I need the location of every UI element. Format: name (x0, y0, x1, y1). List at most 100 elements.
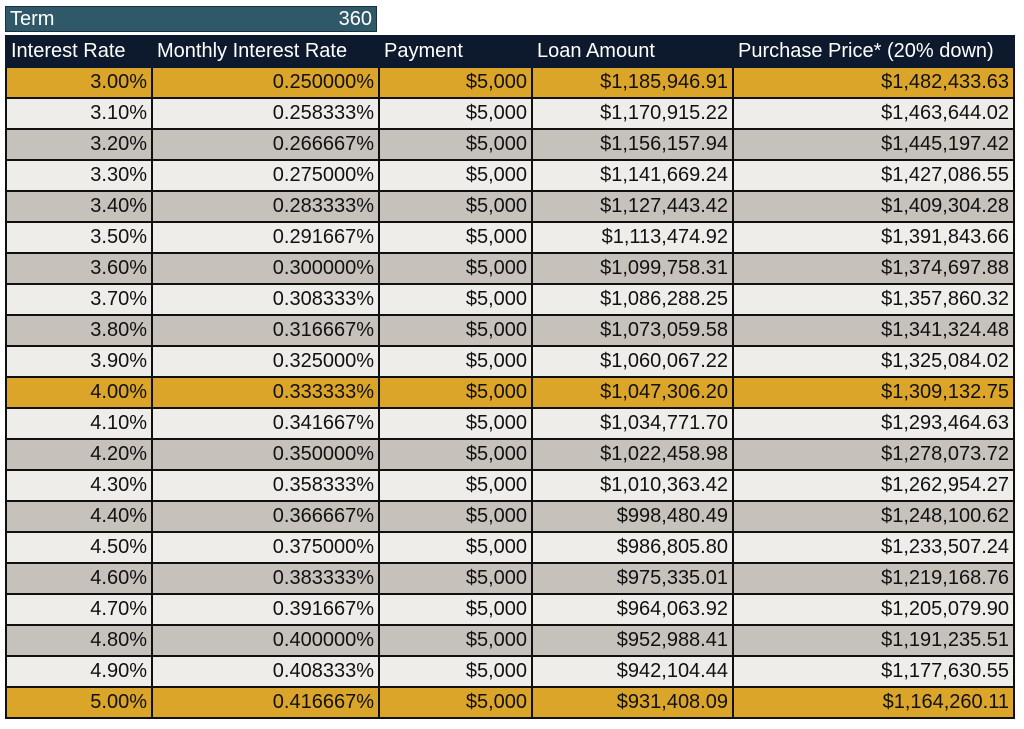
loan-amount-cell[interactable]: $1,034,771.70 (531, 407, 734, 440)
purchase-price-cell[interactable]: $1,191,235.51 (732, 624, 1015, 657)
interest-rate-cell[interactable]: 3.20% (5, 128, 153, 161)
interest-rate-cell[interactable]: 4.20% (5, 438, 153, 471)
purchase-price-cell[interactable]: $1,357,860.32 (732, 283, 1015, 316)
purchase-price-cell[interactable]: $1,409,304.28 (732, 190, 1015, 223)
monthly-rate-cell[interactable]: 0.391667% (151, 593, 380, 626)
purchase-price-cell[interactable]: $1,445,197.42 (732, 128, 1015, 161)
payment-cell[interactable]: $5,000 (378, 252, 533, 285)
interest-rate-cell[interactable]: 3.10% (5, 97, 153, 130)
interest-rate-cell[interactable]: 3.80% (5, 314, 153, 347)
loan-amount-cell[interactable]: $1,113,474.92 (531, 221, 734, 254)
payment-cell[interactable]: $5,000 (378, 314, 533, 347)
purchase-price-cell[interactable]: $1,427,086.55 (732, 159, 1015, 192)
payment-cell[interactable]: $5,000 (378, 655, 533, 688)
loan-amount-cell[interactable]: $1,010,363.42 (531, 469, 734, 502)
payment-cell[interactable]: $5,000 (378, 221, 533, 254)
monthly-rate-cell[interactable]: 0.250000% (151, 66, 380, 99)
monthly-rate-cell[interactable]: 0.408333% (151, 655, 380, 688)
purchase-price-cell[interactable]: $1,325,084.02 (732, 345, 1015, 378)
monthly-rate-cell[interactable]: 0.300000% (151, 252, 380, 285)
loan-amount-cell[interactable]: $1,099,758.31 (531, 252, 734, 285)
interest-rate-cell[interactable]: 4.40% (5, 500, 153, 533)
monthly-rate-cell[interactable]: 0.366667% (151, 500, 380, 533)
purchase-price-cell[interactable]: $1,463,644.02 (732, 97, 1015, 130)
payment-cell[interactable]: $5,000 (378, 345, 533, 378)
purchase-price-cell[interactable]: $1,262,954.27 (732, 469, 1015, 502)
payment-cell[interactable]: $5,000 (378, 283, 533, 316)
payment-cell[interactable]: $5,000 (378, 624, 533, 657)
interest-rate-cell[interactable]: 4.90% (5, 655, 153, 688)
monthly-rate-cell[interactable]: 0.341667% (151, 407, 380, 440)
interest-rate-cell[interactable]: 4.30% (5, 469, 153, 502)
interest-rate-cell[interactable]: 4.60% (5, 562, 153, 595)
payment-cell[interactable]: $5,000 (378, 469, 533, 502)
interest-rate-cell[interactable]: 3.50% (5, 221, 153, 254)
purchase-price-cell[interactable]: $1,482,433.63 (732, 66, 1015, 99)
loan-amount-cell[interactable]: $1,047,306.20 (531, 376, 734, 409)
interest-rate-cell[interactable]: 4.10% (5, 407, 153, 440)
payment-cell[interactable]: $5,000 (378, 500, 533, 533)
interest-rate-cell[interactable]: 3.70% (5, 283, 153, 316)
payment-cell[interactable]: $5,000 (378, 128, 533, 161)
payment-cell[interactable]: $5,000 (378, 686, 533, 719)
monthly-rate-cell[interactable]: 0.358333% (151, 469, 380, 502)
header-monthly-interest-rate[interactable]: Monthly Interest Rate (151, 35, 380, 68)
monthly-rate-cell[interactable]: 0.258333% (151, 97, 380, 130)
purchase-price-cell[interactable]: $1,205,079.90 (732, 593, 1015, 626)
header-payment[interactable]: Payment (378, 35, 533, 68)
interest-rate-cell[interactable]: 3.90% (5, 345, 153, 378)
purchase-price-cell[interactable]: $1,177,630.55 (732, 655, 1015, 688)
loan-amount-cell[interactable]: $1,060,067.22 (531, 345, 734, 378)
monthly-rate-cell[interactable]: 0.308333% (151, 283, 380, 316)
loan-amount-cell[interactable]: $1,185,946.91 (531, 66, 734, 99)
header-interest-rate[interactable]: Interest Rate (5, 35, 153, 68)
monthly-rate-cell[interactable]: 0.291667% (151, 221, 380, 254)
header-purchase-price[interactable]: Purchase Price* (20% down) (732, 35, 1015, 68)
header-loan-amount[interactable]: Loan Amount (531, 35, 734, 68)
loan-amount-cell[interactable]: $931,408.09 (531, 686, 734, 719)
monthly-rate-cell[interactable]: 0.333333% (151, 376, 380, 409)
purchase-price-cell[interactable]: $1,248,100.62 (732, 500, 1015, 533)
monthly-rate-cell[interactable]: 0.325000% (151, 345, 380, 378)
interest-rate-cell[interactable]: 4.00% (5, 376, 153, 409)
monthly-rate-cell[interactable]: 0.416667% (151, 686, 380, 719)
loan-amount-cell[interactable]: $1,086,288.25 (531, 283, 734, 316)
payment-cell[interactable]: $5,000 (378, 66, 533, 99)
loan-amount-cell[interactable]: $986,805.80 (531, 531, 734, 564)
purchase-price-cell[interactable]: $1,164,260.11 (732, 686, 1015, 719)
interest-rate-cell[interactable]: 3.40% (5, 190, 153, 223)
monthly-rate-cell[interactable]: 0.350000% (151, 438, 380, 471)
interest-rate-cell[interactable]: 4.70% (5, 593, 153, 626)
interest-rate-cell[interactable]: 4.80% (5, 624, 153, 657)
monthly-rate-cell[interactable]: 0.400000% (151, 624, 380, 657)
interest-rate-cell[interactable]: 3.00% (5, 66, 153, 99)
purchase-price-cell[interactable]: $1,278,073.72 (732, 438, 1015, 471)
interest-rate-cell[interactable]: 4.50% (5, 531, 153, 564)
loan-amount-cell[interactable]: $1,073,059.58 (531, 314, 734, 347)
loan-amount-cell[interactable]: $998,480.49 (531, 500, 734, 533)
purchase-price-cell[interactable]: $1,391,843.66 (732, 221, 1015, 254)
purchase-price-cell[interactable]: $1,374,697.88 (732, 252, 1015, 285)
loan-amount-cell[interactable]: $1,156,157.94 (531, 128, 734, 161)
monthly-rate-cell[interactable]: 0.275000% (151, 159, 380, 192)
payment-cell[interactable]: $5,000 (378, 562, 533, 595)
payment-cell[interactable]: $5,000 (378, 97, 533, 130)
monthly-rate-cell[interactable]: 0.383333% (151, 562, 380, 595)
purchase-price-cell[interactable]: $1,293,464.63 (732, 407, 1015, 440)
term-row[interactable]: Term 360 (5, 6, 377, 32)
payment-cell[interactable]: $5,000 (378, 593, 533, 626)
payment-cell[interactable]: $5,000 (378, 407, 533, 440)
payment-cell[interactable]: $5,000 (378, 531, 533, 564)
interest-rate-cell[interactable]: 3.60% (5, 252, 153, 285)
loan-amount-cell[interactable]: $1,141,669.24 (531, 159, 734, 192)
monthly-rate-cell[interactable]: 0.375000% (151, 531, 380, 564)
interest-rate-cell[interactable]: 5.00% (5, 686, 153, 719)
purchase-price-cell[interactable]: $1,219,168.76 (732, 562, 1015, 595)
loan-amount-cell[interactable]: $964,063.92 (531, 593, 734, 626)
purchase-price-cell[interactable]: $1,233,507.24 (732, 531, 1015, 564)
payment-cell[interactable]: $5,000 (378, 438, 533, 471)
monthly-rate-cell[interactable]: 0.316667% (151, 314, 380, 347)
payment-cell[interactable]: $5,000 (378, 190, 533, 223)
loan-amount-cell[interactable]: $942,104.44 (531, 655, 734, 688)
purchase-price-cell[interactable]: $1,341,324.48 (732, 314, 1015, 347)
